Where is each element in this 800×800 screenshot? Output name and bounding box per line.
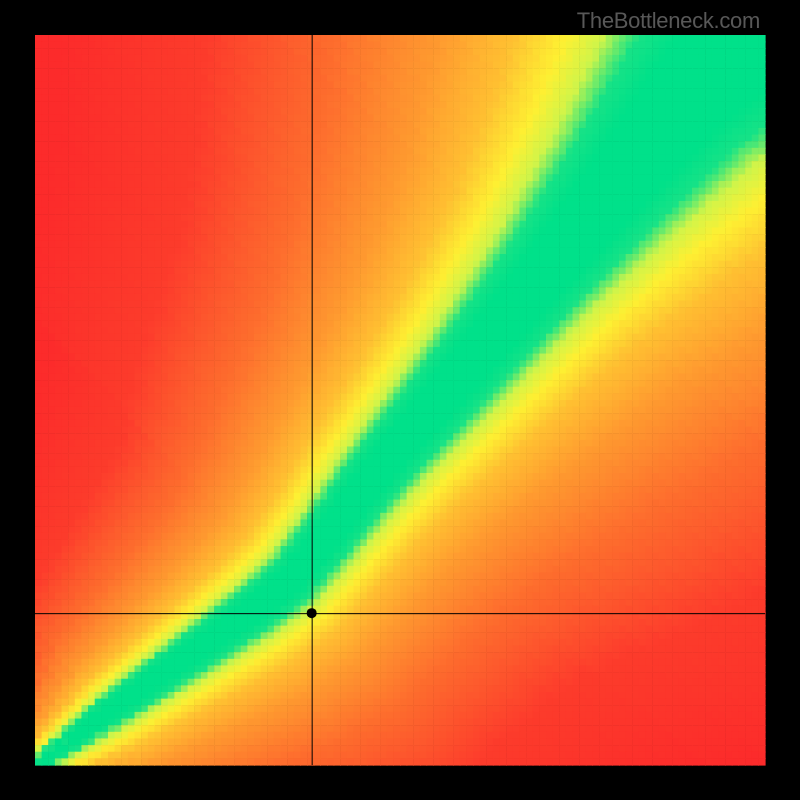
heatmap-canvas <box>0 0 800 800</box>
watermark-text: TheBottleneck.com <box>577 8 760 34</box>
chart-container: TheBottleneck.com <box>0 0 800 800</box>
